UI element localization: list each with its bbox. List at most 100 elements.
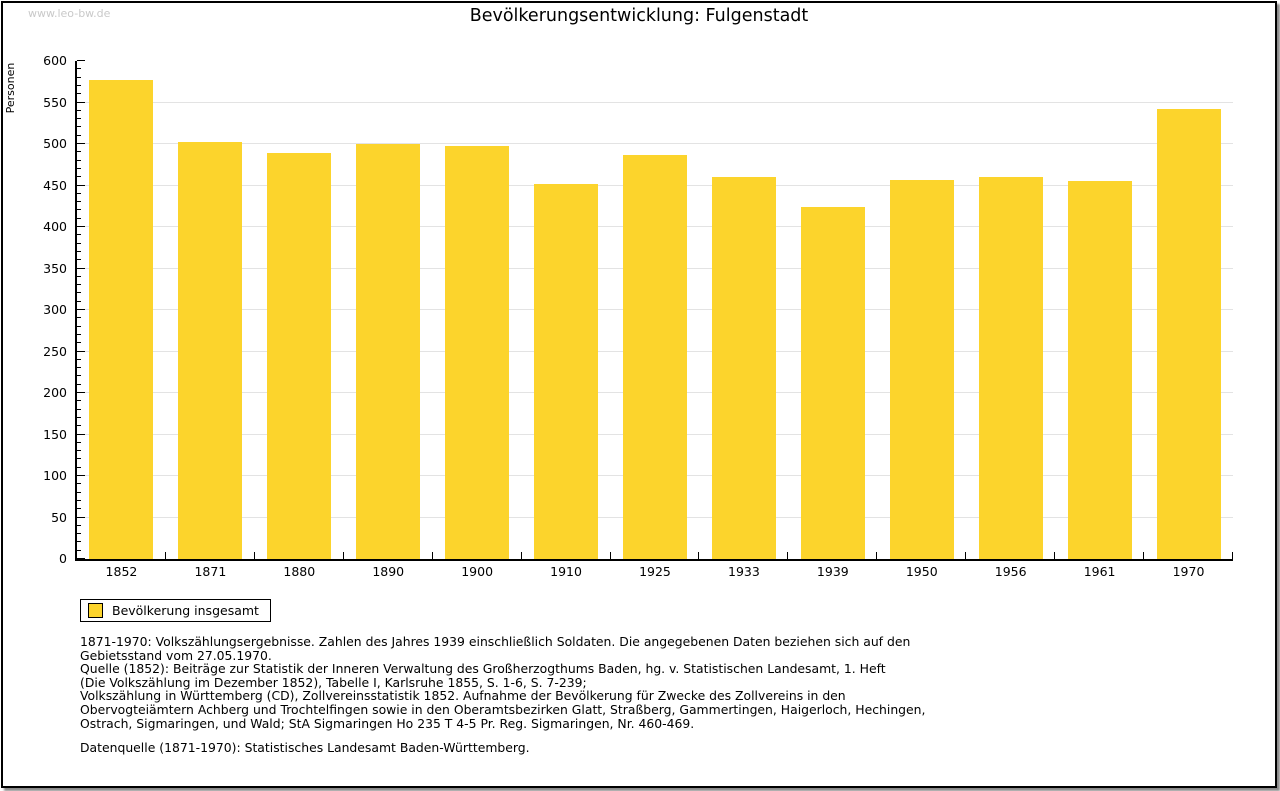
bar-1933 xyxy=(711,177,776,559)
x-tick-label: 1880 xyxy=(283,564,316,579)
x-axis-tick xyxy=(698,552,700,559)
y-axis-minor-tick xyxy=(77,242,81,244)
y-axis-minor-tick xyxy=(77,126,81,128)
y-tick-label: 0 xyxy=(59,551,67,566)
x-axis-tick xyxy=(876,552,878,559)
y-axis-major-tick xyxy=(77,433,85,435)
legend-label: Bevölkerung insgesamt xyxy=(112,603,259,618)
bar-1890 xyxy=(356,144,421,559)
y-axis-minor-tick xyxy=(77,342,81,344)
y-axis-minor-tick xyxy=(77,192,81,194)
y-tick-label: 100 xyxy=(43,468,67,483)
y-tick-label: 500 xyxy=(43,136,67,151)
gridline xyxy=(77,101,1233,103)
y-axis-minor-tick xyxy=(77,109,81,111)
y-axis-minor-tick xyxy=(77,466,81,468)
x-axis-tick xyxy=(431,552,433,559)
bar-1880 xyxy=(267,153,332,559)
y-axis-minor-tick xyxy=(77,533,81,535)
y-axis-major-tick xyxy=(77,558,85,559)
y-tick-label: 200 xyxy=(43,385,67,400)
bar-1970 xyxy=(1156,109,1221,559)
y-axis-minor-tick xyxy=(77,358,81,360)
site-watermark: www.leo-bw.de xyxy=(28,7,111,20)
y-axis-minor-tick xyxy=(77,68,81,70)
footnote-line: (Die Volkszählung im Dezember 1852), Tab… xyxy=(80,674,587,690)
y-tick-label: 300 xyxy=(43,302,67,317)
y-axis-major-tick xyxy=(77,392,85,393)
x-axis-tick xyxy=(342,552,344,559)
x-tick-label: 1910 xyxy=(550,564,582,579)
y-axis-minor-tick xyxy=(77,450,81,452)
datasource-note: Datenquelle (1871-1970): Statistisches L… xyxy=(80,740,530,755)
y-axis-major-tick xyxy=(77,184,85,186)
y-axis-minor-tick xyxy=(77,483,81,485)
y-axis-minor-tick xyxy=(77,317,81,319)
footnote-line: Obervogteiämtern Achberg und Trochtelfin… xyxy=(80,701,926,717)
bar-1961 xyxy=(1067,181,1132,559)
x-axis-tick xyxy=(609,552,611,559)
x-axis-tick xyxy=(1232,552,1233,559)
y-axis-major-tick xyxy=(77,350,85,352)
bar-1956 xyxy=(978,177,1043,559)
x-axis-tick xyxy=(164,552,166,559)
y-axis-minor-tick xyxy=(77,118,81,120)
y-axis-minor-tick xyxy=(77,458,81,460)
y-axis-minor-tick xyxy=(77,300,81,302)
x-axis-tick xyxy=(965,552,967,559)
y-axis-major-tick xyxy=(77,226,85,227)
y-axis-minor-tick xyxy=(77,367,81,369)
y-axis-minor-tick xyxy=(77,408,81,410)
bar-1871 xyxy=(178,142,243,559)
y-tick-label: 250 xyxy=(43,343,67,359)
y-axis-minor-tick xyxy=(77,425,81,427)
x-tick-label: 1961 xyxy=(1083,564,1116,579)
y-axis-minor-tick xyxy=(77,508,81,510)
y-axis-minor-tick xyxy=(77,541,81,543)
y-axis-minor-tick xyxy=(77,93,81,95)
footnote-line: Volkszählung in Württemberg (CD), Zollve… xyxy=(80,688,846,704)
y-axis-minor-tick xyxy=(77,217,81,219)
bar-1939 xyxy=(800,207,865,559)
y-axis-minor-tick xyxy=(77,151,81,153)
y-axis-label: Personen xyxy=(4,62,17,114)
bar-1950 xyxy=(889,179,954,559)
legend-box: Bevölkerung insgesamt xyxy=(80,599,271,622)
y-axis-minor-tick xyxy=(77,499,81,501)
y-axis-minor-tick xyxy=(77,375,81,377)
bar-1925 xyxy=(623,154,687,559)
y-tick-label: 150 xyxy=(43,426,67,442)
y-axis-minor-tick xyxy=(77,441,81,443)
y-axis-minor-tick xyxy=(77,176,81,178)
y-axis-minor-tick xyxy=(77,333,81,335)
y-axis-minor-tick xyxy=(77,250,81,252)
y-axis-major-tick xyxy=(77,143,85,144)
y-axis-minor-tick xyxy=(77,167,81,169)
y-axis-minor-tick xyxy=(77,275,81,277)
x-axis-tick xyxy=(787,552,789,559)
bar-1900 xyxy=(445,145,510,559)
y-axis-major-tick xyxy=(77,267,85,269)
bar-1910 xyxy=(534,183,599,559)
y-axis-minor-tick xyxy=(77,259,81,261)
y-tick-label: 600 xyxy=(43,53,67,68)
y-axis-minor-tick xyxy=(77,524,81,526)
y-tick-label: 400 xyxy=(43,219,67,234)
x-tick-label: 1950 xyxy=(905,564,938,579)
gridline xyxy=(77,143,1233,144)
y-axis-minor-tick xyxy=(77,201,81,203)
legend-swatch-icon xyxy=(88,603,103,618)
x-tick-label: 1933 xyxy=(728,564,760,579)
y-axis-major-tick xyxy=(77,309,85,310)
x-axis-tick xyxy=(253,552,255,559)
y-tick-label: 450 xyxy=(43,177,67,193)
y-axis-minor-tick xyxy=(77,325,81,327)
y-axis-major-tick xyxy=(77,60,85,61)
footnotes: 1871-1970: Volkszählungsergebnisse. Zahl… xyxy=(80,635,925,730)
footnote-line: Ostrach, Sigmaringen, und Wald; StA Sigm… xyxy=(80,715,695,731)
y-axis-major-tick xyxy=(77,101,85,103)
footnote-line: Gebietsstand vom 27.05.1970. xyxy=(80,647,272,663)
y-tick-label: 50 xyxy=(51,509,67,525)
bar-1852 xyxy=(89,80,154,559)
